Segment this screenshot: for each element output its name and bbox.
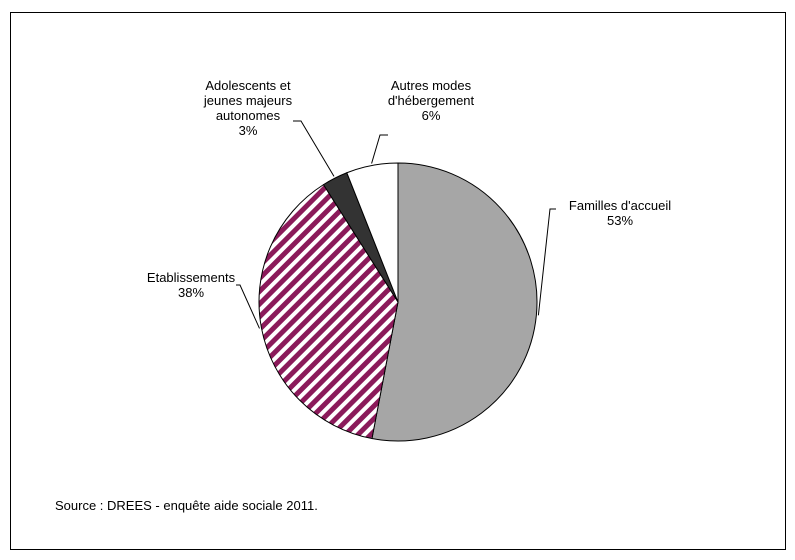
leader-lines <box>236 120 556 329</box>
slice-pct-1: 38% <box>178 285 204 300</box>
slice-label-line: Adolescents et <box>205 78 291 93</box>
pie-slice-3 <box>346 162 399 303</box>
leader-line-2 <box>293 120 335 177</box>
slice-label-line: d'hébergement <box>388 93 475 108</box>
slice-label-line: jeunes majeurs <box>203 93 293 108</box>
slice-label-line: Etablissements <box>147 270 236 285</box>
leader-line-1 <box>236 284 260 329</box>
pie-slices <box>258 162 538 442</box>
slice-label-line: Familles d'accueil <box>569 198 671 213</box>
slice-labels: Familles d'accueil 53% Etablissements 38% Ad… <box>147 78 671 300</box>
slice-label-line: autonomes <box>216 108 281 123</box>
pie-slice-0 <box>371 162 538 442</box>
slice-label-1: Etablissements 38% <box>147 270 236 300</box>
leader-line-3 <box>371 134 388 164</box>
slice-pct-3: 6% <box>422 108 441 123</box>
slice-label-line: Autres modes <box>391 78 472 93</box>
slice-label-2: Adolescents et jeunes majeurs autonomes 3% <box>203 78 293 138</box>
slice-label-3: Autres modes d'hébergement 6% <box>388 78 475 123</box>
slice-label-0: Familles d'accueil 53% <box>569 198 671 228</box>
leader-line-0 <box>537 208 556 316</box>
slice-pct-0: 53% <box>607 213 633 228</box>
source-note: Source : DREES - enquête aide sociale 20… <box>55 498 318 513</box>
slice-pct-2: 3% <box>239 123 258 138</box>
